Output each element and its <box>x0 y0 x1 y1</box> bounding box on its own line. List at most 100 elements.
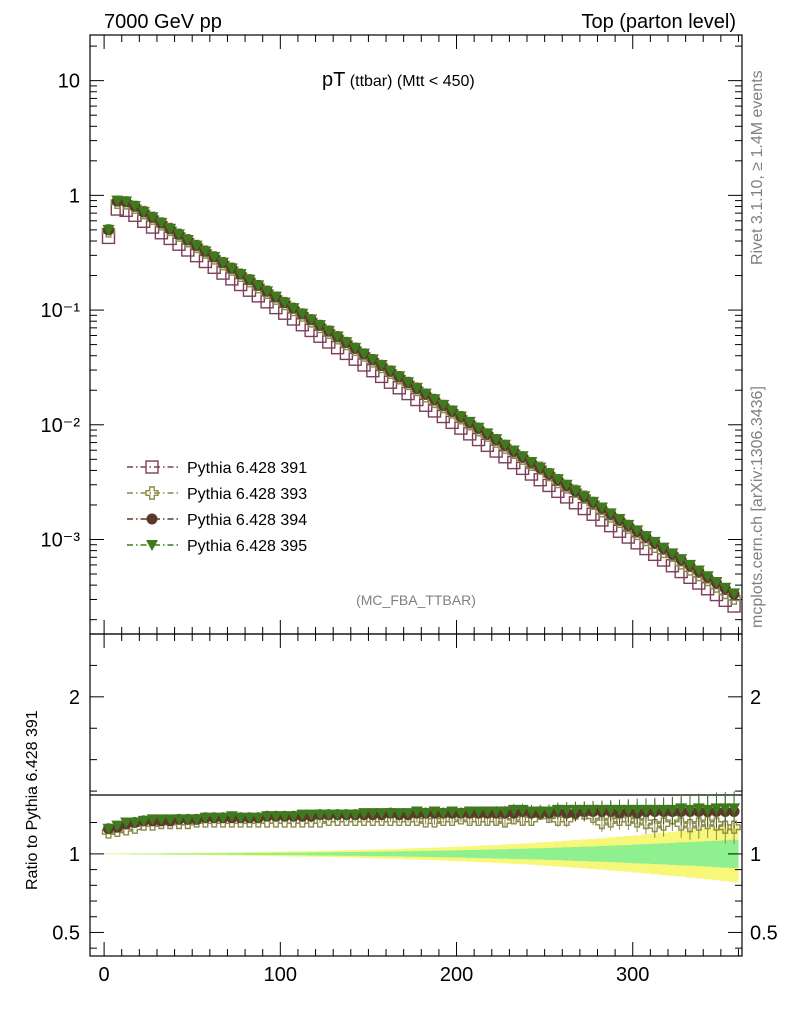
ratio-point-4 <box>692 803 705 815</box>
legend-label: Pythia 6.428 395 <box>187 538 307 555</box>
ratio-point-4 <box>639 804 652 816</box>
main-point-4 <box>551 474 564 486</box>
ratio-point-4 <box>217 812 230 824</box>
main-point-4 <box>428 394 441 406</box>
ratio-point-4 <box>269 811 282 823</box>
main-panel-markers <box>101 195 741 613</box>
main-y-tick-label: 10⁻² <box>41 415 81 437</box>
main-point-4 <box>181 235 194 247</box>
main-point-4 <box>701 571 714 583</box>
plot-title-main: pT <box>322 69 345 91</box>
main-point-4 <box>560 479 573 491</box>
ratio-point-4 <box>622 804 635 816</box>
main-point-4 <box>595 502 608 514</box>
ratio-point-4 <box>437 808 450 820</box>
ratio-point-4 <box>675 803 688 815</box>
ratio-point-4 <box>366 808 379 820</box>
ratio-point-4 <box>278 811 291 823</box>
ratio-point-2 <box>674 817 688 831</box>
ratio-point-4 <box>305 809 318 821</box>
ratio-point-4 <box>322 809 335 821</box>
main-point-4 <box>146 212 159 224</box>
analysis-tag: (MC_FBA_TTBAR) <box>356 592 476 608</box>
main-point-4 <box>410 382 423 394</box>
main-point-4 <box>313 320 326 332</box>
ratio-point-2 <box>727 820 741 834</box>
ratio-point-4 <box>587 804 600 816</box>
ratio-point-4 <box>551 804 564 816</box>
main-point-4 <box>243 274 256 286</box>
ratio-point-4 <box>595 804 608 816</box>
main-point-4 <box>322 325 335 337</box>
ratio-point-4 <box>666 804 679 816</box>
ratio-point-4 <box>358 808 371 820</box>
main-point-4 <box>349 342 362 354</box>
main-point-4 <box>225 263 238 275</box>
ratio-point-4 <box>349 809 362 821</box>
main-point-4 <box>719 582 732 594</box>
main-point-4 <box>472 422 485 434</box>
main-point-4 <box>639 531 652 543</box>
main-point-4 <box>481 428 494 440</box>
main-y-tick-label: 10⁻³ <box>41 529 81 551</box>
plot-title-sub: (ttbar) (Mtt < 450) <box>345 73 474 90</box>
main-point-1 <box>727 599 741 613</box>
main-point-4 <box>675 554 688 566</box>
ratio-point-4 <box>199 812 212 824</box>
main-point-4 <box>208 252 221 264</box>
legend-marker <box>145 486 159 500</box>
plot-title: pT (ttbar) (Mtt < 450) <box>322 69 475 91</box>
ratio-panel-markers <box>101 791 741 845</box>
header-left: 7000 GeV pp <box>104 11 222 33</box>
ratio-point-4 <box>181 814 194 826</box>
ratio-point-4 <box>657 804 670 816</box>
header-right: Top (parton level) <box>581 11 736 33</box>
ratio-point-4 <box>631 804 644 816</box>
main-panel-ticks: 10 1 10⁻¹ 10⁻² 10⁻³ <box>41 35 742 634</box>
ratio-point-4 <box>613 804 626 816</box>
ratio-y-tick-label-left: 0.5 <box>52 922 80 944</box>
ratio-point-4 <box>498 806 511 818</box>
main-point-4 <box>340 337 353 349</box>
ratio-point-4 <box>446 806 459 818</box>
main-point-4 <box>402 377 415 389</box>
mcplots-citation-label: mcplots.cern.ch [arXiv:1306.3436] <box>749 386 766 628</box>
ratio-point-4 <box>490 806 503 818</box>
ratio-point-4 <box>331 809 344 821</box>
main-point-4 <box>102 224 115 236</box>
main-point-4 <box>384 365 397 377</box>
ratio-point-4 <box>340 809 353 821</box>
legend-marker <box>146 513 158 525</box>
ratio-point-4 <box>375 808 388 820</box>
main-point-4 <box>543 468 556 480</box>
ratio-point-4 <box>481 806 494 818</box>
ratio-point-4 <box>719 803 732 815</box>
main-point-4 <box>269 291 282 303</box>
main-point-4 <box>666 548 679 560</box>
ratio-point-4 <box>648 804 661 816</box>
main-point-4 <box>507 445 520 457</box>
ratio-point-4 <box>384 808 397 820</box>
main-point-4 <box>128 201 141 213</box>
ratio-point-4 <box>710 803 723 815</box>
ratio-point-4 <box>172 814 185 826</box>
ratio-point-4 <box>463 806 476 818</box>
ratio-point-4 <box>604 804 617 816</box>
ratio-point-4 <box>190 814 203 826</box>
main-point-4 <box>657 542 670 554</box>
legend-label: Pythia 6.428 393 <box>187 486 307 503</box>
ratio-point-4 <box>313 809 326 821</box>
main-point-4 <box>490 434 503 446</box>
main-point-4 <box>525 456 538 468</box>
ratio-point-2 <box>700 815 715 830</box>
main-point-4 <box>190 240 203 252</box>
x-tick-label: 200 <box>440 964 473 986</box>
ratio-point-4 <box>472 806 485 818</box>
ratio-point-4 <box>261 811 274 823</box>
main-point-4 <box>728 588 741 600</box>
ratio-point-4 <box>684 804 697 816</box>
ratio-point-4 <box>234 812 247 824</box>
main-point-4 <box>710 576 723 588</box>
main-point-4 <box>172 229 185 241</box>
ratio-point-4 <box>137 815 150 827</box>
